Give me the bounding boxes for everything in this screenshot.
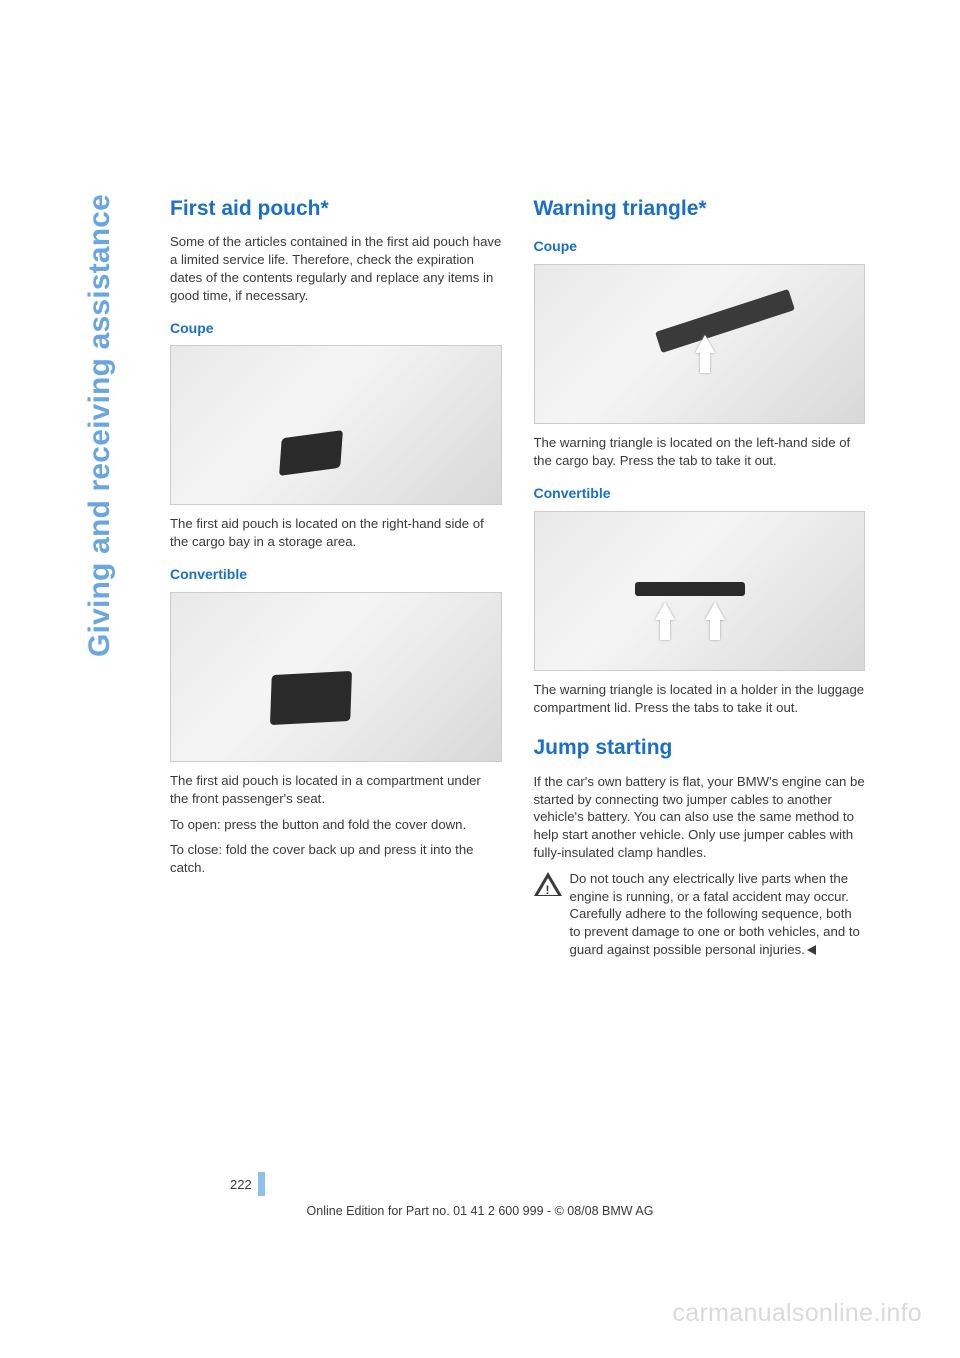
paragraph: Some of the articles contained in the fi… [170,233,502,304]
subheading-convertible: Convertible [170,565,502,584]
heading-jump-starting: Jump starting [534,734,866,762]
figure-warning-triangle-convertible [534,511,866,671]
figure-first-aid-coupe [170,345,502,505]
right-column: Warning triangle* Coupe The warning tria… [534,195,866,967]
section-title-vertical: Giving and receiving assistance [83,194,117,657]
manual-page: Giving and receiving assistance First ai… [0,0,960,1358]
left-column: First aid pouch* Some of the articles co… [170,195,502,967]
subheading-coupe: Coupe [170,319,502,338]
warning-block: ! Do not touch any electrically live par… [534,870,866,959]
page-number-bar [258,1172,265,1196]
heading-warning-triangle: Warning triangle* [534,195,866,223]
paragraph: To open: press the button and fold the c… [170,816,502,834]
paragraph: If the car's own battery is flat, your B… [534,773,866,862]
warning-icon: ! [534,872,562,896]
paragraph: To close: fold the cover back up and pre… [170,841,502,877]
end-marker-icon [807,945,816,955]
watermark-text: carmanualsonline.info [672,1299,922,1328]
figure-warning-triangle-coupe [534,264,866,424]
warning-text: Do not touch any electrically live parts… [570,870,866,959]
figure-first-aid-convertible [170,592,502,762]
paragraph: The warning triangle is located in a hol… [534,681,866,717]
heading-first-aid: First aid pouch* [170,195,502,223]
content-columns: First aid pouch* Some of the articles co… [170,195,865,967]
paragraph: The warning triangle is located on the l… [534,434,866,470]
subheading-convertible: Convertible [534,484,866,503]
page-number: 222 [230,1172,265,1196]
footer-text: Online Edition for Part no. 01 41 2 600 … [0,1204,960,1218]
subheading-coupe: Coupe [534,237,866,256]
paragraph: The first aid pouch is located on the ri… [170,515,502,551]
page-number-text: 222 [230,1177,252,1192]
paragraph: The first aid pouch is located in a comp… [170,772,502,808]
